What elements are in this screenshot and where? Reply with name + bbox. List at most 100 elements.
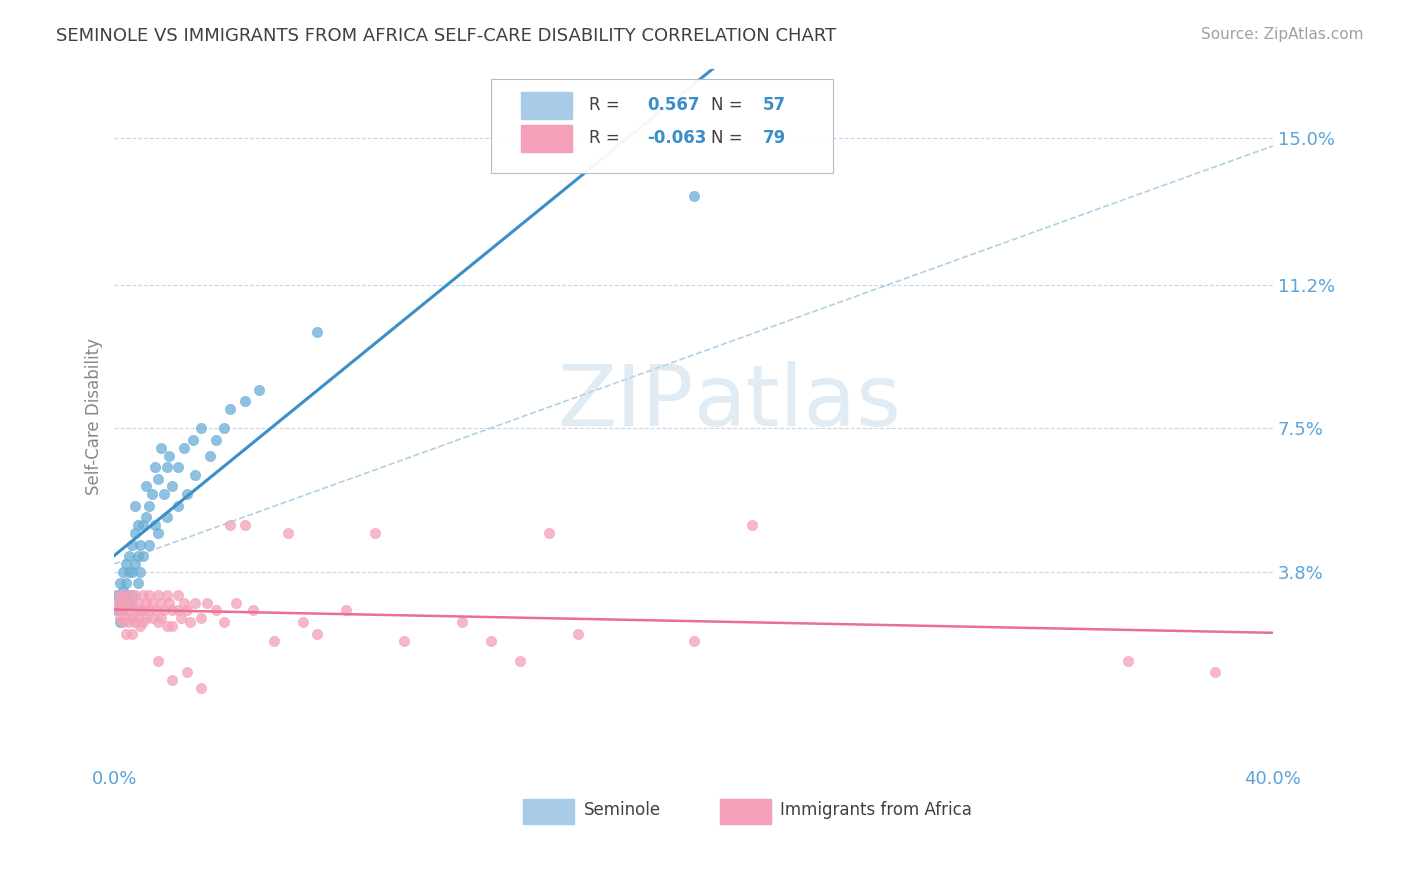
Point [167, 603, 190, 617]
Point [141, 596, 163, 610]
Point [105, 603, 128, 617]
Point [135, 596, 157, 610]
Point [155, 619, 177, 633]
Point [124, 588, 146, 602]
Point [105, 588, 128, 602]
Point [682, 634, 704, 648]
Point [170, 611, 193, 625]
Text: 0.567: 0.567 [647, 96, 700, 114]
Point [155, 460, 177, 475]
Point [108, 596, 131, 610]
Point [143, 518, 166, 533]
Point [173, 596, 195, 610]
Point [138, 499, 160, 513]
Point [121, 588, 143, 602]
Point [567, 626, 589, 640]
Point [132, 588, 155, 602]
FancyBboxPatch shape [523, 799, 574, 824]
Point [181, 433, 204, 447]
Point [108, 596, 131, 610]
Point [121, 611, 143, 625]
Point [155, 588, 177, 602]
Point [146, 615, 169, 629]
Point [335, 603, 357, 617]
Point [124, 615, 146, 629]
Text: Source: ZipAtlas.com: Source: ZipAtlas.com [1201, 27, 1364, 42]
Point [190, 611, 212, 625]
Point [121, 537, 143, 551]
Point [112, 588, 135, 602]
FancyBboxPatch shape [522, 92, 572, 120]
Point [132, 549, 155, 563]
Point [115, 626, 138, 640]
Point [198, 449, 221, 463]
Point [118, 565, 141, 579]
Point [214, 615, 236, 629]
Point [149, 611, 172, 625]
Point [127, 549, 149, 563]
Point [115, 557, 138, 571]
Point [219, 402, 242, 417]
Point [143, 460, 166, 475]
Point [146, 654, 169, 668]
Point [118, 615, 141, 629]
Point [233, 518, 256, 533]
Point [184, 467, 207, 482]
Point [364, 525, 387, 540]
Point [127, 576, 149, 591]
Point [118, 603, 141, 617]
Point [108, 588, 131, 602]
Point [162, 673, 184, 687]
Point [392, 634, 415, 648]
Point [149, 596, 172, 610]
Text: R =: R = [589, 96, 626, 114]
Point [129, 603, 152, 617]
Y-axis label: Self-Care Disability: Self-Care Disability [86, 338, 103, 495]
Point [214, 421, 236, 435]
Point [108, 611, 131, 625]
Text: 79: 79 [763, 129, 786, 147]
FancyBboxPatch shape [720, 799, 772, 824]
Text: Seminole: Seminole [583, 801, 661, 820]
Point [167, 460, 190, 475]
Point [225, 596, 247, 610]
Point [129, 619, 152, 633]
Point [112, 565, 135, 579]
Point [190, 421, 212, 435]
Point [167, 499, 190, 513]
Point [112, 603, 135, 617]
Point [129, 537, 152, 551]
Point [141, 611, 163, 625]
Point [263, 634, 285, 648]
Point [741, 518, 763, 533]
Point [135, 479, 157, 493]
Point [1204, 665, 1226, 680]
Point [132, 615, 155, 629]
Point [155, 510, 177, 524]
Point [112, 615, 135, 629]
Point [190, 681, 212, 695]
Point [124, 557, 146, 571]
Point [242, 603, 264, 617]
Point [112, 584, 135, 599]
Point [127, 596, 149, 610]
Point [682, 189, 704, 203]
Point [219, 518, 242, 533]
Point [176, 665, 198, 680]
Point [115, 588, 138, 602]
Point [115, 596, 138, 610]
FancyBboxPatch shape [522, 125, 572, 153]
Point [149, 441, 172, 455]
FancyBboxPatch shape [491, 79, 832, 173]
Point [291, 615, 314, 629]
Text: ZIP: ZIP [557, 361, 693, 444]
Point [204, 603, 226, 617]
Text: N =: N = [711, 129, 748, 147]
Point [124, 603, 146, 617]
Point [159, 596, 181, 610]
Point [141, 487, 163, 501]
Point [105, 596, 128, 610]
Point [132, 603, 155, 617]
Point [124, 499, 146, 513]
Point [138, 588, 160, 602]
